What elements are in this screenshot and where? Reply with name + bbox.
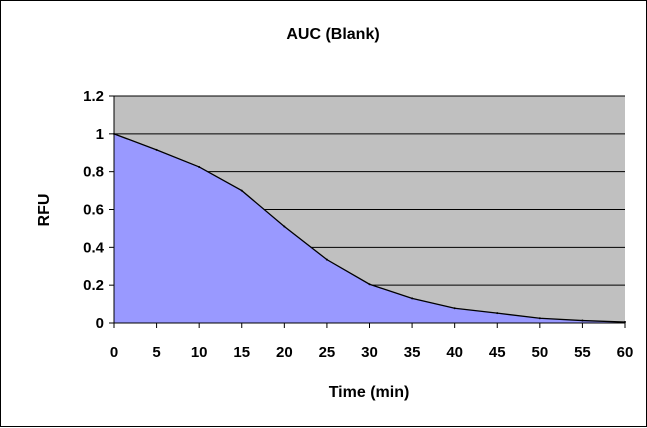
- y-tick-label: 0.4: [83, 239, 105, 256]
- y-tick-label: 0.8: [83, 164, 104, 181]
- data-point-20: [283, 226, 285, 228]
- x-tick-label: 15: [233, 344, 250, 361]
- x-tick-label: 5: [152, 344, 160, 361]
- x-tick-label: 40: [446, 344, 463, 361]
- y-axis-title: RFU: [36, 194, 53, 227]
- x-axis-title: Time (min): [329, 384, 410, 401]
- x-tick-label: 10: [191, 344, 208, 361]
- data-point-45: [496, 312, 498, 314]
- data-point-5: [156, 149, 158, 151]
- y-tick-label: 1: [96, 126, 104, 143]
- data-point-25: [326, 259, 328, 261]
- data-point-15: [241, 190, 243, 192]
- data-point-50: [539, 317, 541, 319]
- data-point-0: [113, 133, 115, 135]
- y-tick-label: 0.6: [83, 202, 104, 219]
- data-point-60: [624, 321, 626, 323]
- chart-title: AUC (Blank): [286, 26, 379, 43]
- data-point-40: [454, 307, 456, 309]
- y-tick-label: 0.2: [83, 277, 104, 294]
- x-tick-label: 55: [574, 344, 591, 361]
- x-tick-label: 20: [276, 344, 293, 361]
- data-point-55: [581, 320, 583, 322]
- x-tick-label: 30: [361, 344, 378, 361]
- x-tick-label: 25: [319, 344, 336, 361]
- x-tick-label: 60: [617, 344, 634, 361]
- x-tick-label: 35: [404, 344, 421, 361]
- data-point-10: [198, 166, 200, 168]
- data-point-30: [369, 283, 371, 285]
- y-tick-label: 0: [96, 315, 104, 332]
- x-tick-label: 45: [489, 344, 506, 361]
- x-tick-label: 50: [531, 344, 548, 361]
- x-tick-label: 0: [110, 344, 118, 361]
- y-tick-label: 1.2: [83, 88, 104, 105]
- data-point-35: [411, 297, 413, 299]
